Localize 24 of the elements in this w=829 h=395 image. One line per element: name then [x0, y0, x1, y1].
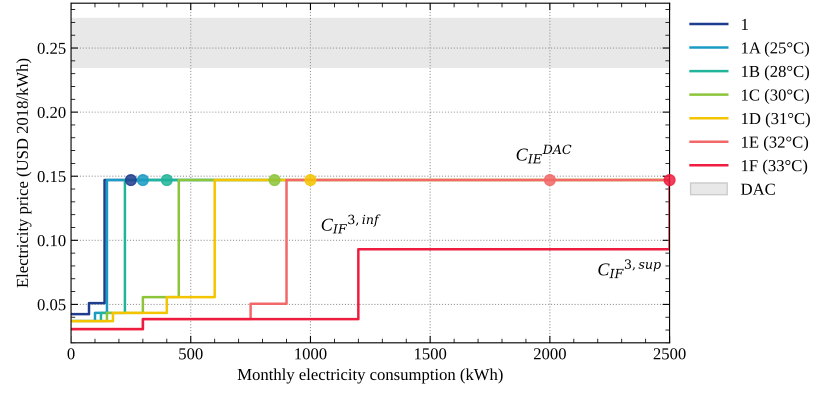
annotation: C$_{IF}$$^{3,inf}$ — [322, 214, 380, 234]
x-tick-label: 500 — [179, 348, 203, 360]
y-tick-label: 0.10 — [38, 235, 66, 246]
legend-label: 1A (25°C) — [742, 42, 810, 57]
x-tick-label: 1000 — [295, 348, 326, 360]
y-tick-label: 0.25 — [38, 42, 66, 54]
x-tick-label: 2500 — [654, 348, 686, 360]
y-tick-label: 0.05 — [38, 299, 66, 310]
legend-label: DAC — [741, 184, 775, 195]
legend-label: 1F (33°C) — [742, 160, 808, 175]
y-axis-title: Electricity price (USD 2018/kWh) — [16, 58, 32, 288]
x-tick-label: 2000 — [534, 348, 566, 360]
legend-label: 1 — [742, 18, 748, 30]
legend-label: 1E (32°C) — [742, 136, 808, 152]
x-axis-title: Monthly electricity consumption (kWh) — [238, 368, 503, 384]
legend-label: 1D (31°C) — [742, 112, 810, 128]
x-tick-label: 1500 — [414, 348, 446, 360]
y-tick-label: 0.20 — [38, 106, 66, 118]
annotation: C$_{IE}$$^{DAC}$ — [516, 144, 572, 164]
legend-label: 1B (28°C) — [742, 65, 809, 80]
y-tick-label: 0.15 — [38, 170, 66, 182]
annotation: C$_{IF}$$^{3,sup}$ — [598, 259, 661, 278]
x-tick-label: 0 — [68, 348, 75, 360]
legend-label: 1C (30°C) — [742, 88, 809, 104]
